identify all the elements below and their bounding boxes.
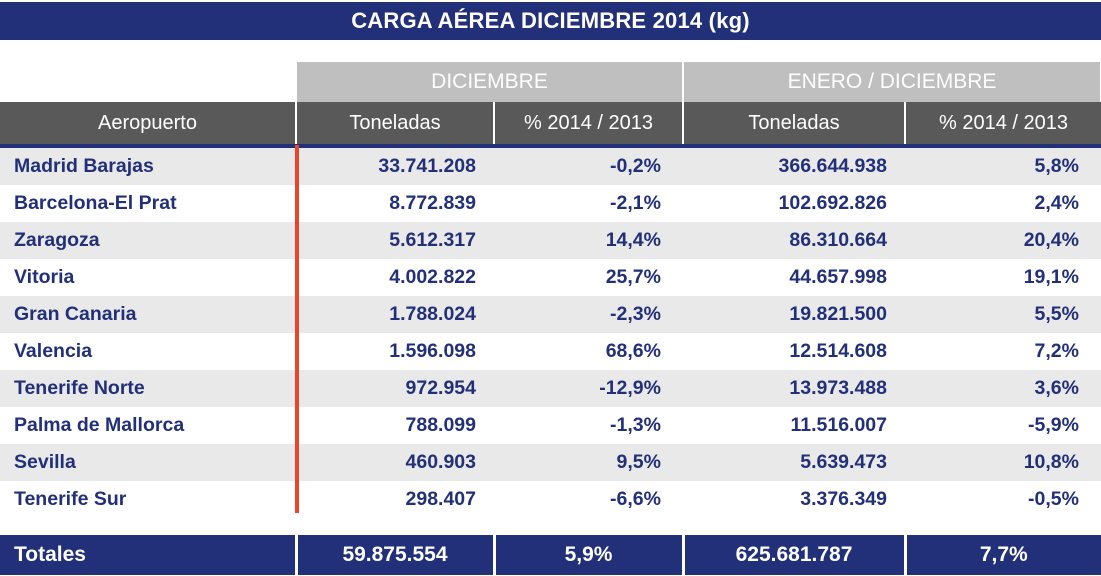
cargo-table: DICIEMBRE ENERO / DICIEMBRE Aeropuerto T… [0,62,1101,575]
cell-year-toneladas: 86.310.664 [683,222,905,259]
group-header-enero-diciembre: ENERO / DICIEMBRE [682,62,1101,102]
cell-airport-name: Tenerife Norte [0,370,296,407]
cell-airport-name: Tenerife Sur [14,488,127,510]
cell-year-porcentaje: 3,6% [905,370,1101,407]
cell-dec-toneladas: 1.596.098 [389,340,476,362]
cell-airport-name: Valencia [14,340,93,362]
cell-dec-porcentaje: 9,5% [494,444,683,481]
cell-dec-porcentaje: -12,9% [494,370,683,407]
cell-airport-name: Zaragoza [0,222,296,259]
totals-year-toneladas: 625.681.787 [681,535,905,575]
totals-row: Totales 59.875.554 5,9% 625.681.787 7,7% [0,535,1101,575]
table-row: Madrid Barajas 33.741.208 -0,2% 366.644.938… [0,148,1101,185]
cell-dec-toneladas: 8.772.839 [389,192,476,214]
cell-year-porcentaje: 20,4% [905,222,1101,259]
totals-spacer [0,518,1101,535]
table-row: Vitoria 4.002.822 25,7% 44.657.998 19,1% [0,259,1101,296]
cell-dec-porcentaje: -6,6% [610,488,661,510]
cell-year-toneladas: 12.514.608 [789,340,887,362]
cell-year-toneladas: 19.821.500 [683,296,905,333]
group-header-diciembre: DICIEMBRE [295,62,684,102]
column-header-year-porcentaje: % 2014 / 2013 [904,102,1101,144]
cell-airport-name: Sevilla [0,444,296,481]
cell-dec-toneladas: 4.002.822 [389,266,476,288]
header-rule-line [0,144,1101,148]
cell-dec-porcentaje: -2,1% [610,192,661,214]
table-row: Barcelona-El Prat 8.772.839 -2,1% 102.692.8… [0,185,1101,222]
cell-year-toneladas: 102.692.826 [778,192,887,214]
page-title: CARGA AÉREA DICIEMBRE 2014 (kg) [0,2,1101,40]
cell-year-porcentaje: 19,1% [1023,266,1079,288]
cell-dec-toneladas: 33.741.208 [296,148,494,185]
column-header-aeropuerto: Aeropuerto [0,102,296,144]
table-row: Tenerife Norte 972.954 -12,9% 13.973.488 3,6… [0,370,1101,407]
cell-year-porcentaje: 5,5% [905,296,1101,333]
cell-year-porcentaje: 7,2% [1034,340,1079,362]
cell-dec-porcentaje: 25,7% [605,266,661,288]
cargo-table-container: DICIEMBRE ENERO / DICIEMBRE Aeropuerto T… [0,62,1101,575]
table-row: Zaragoza 5.612.317 14,4% 86.310.664 20,4% [0,222,1101,259]
group-header-spacer [0,62,296,102]
cell-year-toneladas: 5.639.473 [683,444,905,481]
table-row: Sevilla 460.903 9,5% 5.639.473 10,8% [0,444,1101,481]
cell-year-toneladas: 13.973.488 [683,370,905,407]
cell-dec-toneladas: 788.099 [405,414,477,436]
cell-year-toneladas: 3.376.349 [800,488,887,510]
column-header-dec-porcentaje: % 2014 / 2013 [493,102,683,144]
header-rule [0,144,1101,148]
totals-dec-toneladas: 59.875.554 [294,535,494,575]
cell-dec-toneladas: 460.903 [296,444,494,481]
totals-dec-porcentaje: 5,9% [492,535,683,575]
cell-year-porcentaje: 10,8% [905,444,1101,481]
cell-dec-porcentaje: -2,3% [494,296,683,333]
totals-label: Totales [0,535,296,575]
cell-year-porcentaje: 5,8% [905,148,1101,185]
red-column-divider [295,145,299,513]
cell-year-porcentaje: -5,9% [1028,414,1079,436]
table-row: Tenerife Sur 298.407 -6,6% 3.376.349 -0,5% [0,481,1101,518]
cell-airport-name: Palma de Mallorca [14,414,185,436]
cell-year-toneladas: 44.657.998 [789,266,887,288]
table-row: Valencia 1.596.098 68,6% 12.514.608 7,2% [0,333,1101,370]
cell-dec-porcentaje: 68,6% [605,340,661,362]
cell-dec-porcentaje: 14,4% [494,222,683,259]
cell-airport-name: Madrid Barajas [0,148,296,185]
cell-year-porcentaje: 2,4% [1034,192,1079,214]
cell-year-toneladas: 11.516.007 [790,414,887,436]
cell-dec-porcentaje: -1,3% [610,414,661,436]
column-header-dec-toneladas: Toneladas [295,102,494,144]
cell-airport-name: Vitoria [14,266,75,288]
totals-year-porcentaje: 7,7% [903,535,1101,575]
cell-airport-name: Gran Canaria [0,296,296,333]
cell-dec-toneladas: 972.954 [296,370,494,407]
column-header-row: Aeropuerto Toneladas % 2014 / 2013 Tonel… [0,102,1101,144]
cell-dec-porcentaje: -0,2% [494,148,683,185]
totals-spacer-cell [0,518,1101,535]
cell-dec-toneladas: 298.407 [405,488,477,510]
group-header-row: DICIEMBRE ENERO / DICIEMBRE [0,62,1101,102]
table-row: Palma de Mallorca 788.099 -1,3% 11.516.007 -… [0,407,1101,444]
cell-dec-toneladas: 1.788.024 [296,296,494,333]
column-header-year-toneladas: Toneladas [682,102,905,144]
cell-year-porcentaje: -0,5% [1028,488,1079,510]
table-row: Gran Canaria 1.788.024 -2,3% 19.821.500 5,5% [0,296,1101,333]
cell-airport-name: Barcelona-El Prat [14,192,177,214]
cell-dec-toneladas: 5.612.317 [296,222,494,259]
cell-year-toneladas: 366.644.938 [683,148,905,185]
